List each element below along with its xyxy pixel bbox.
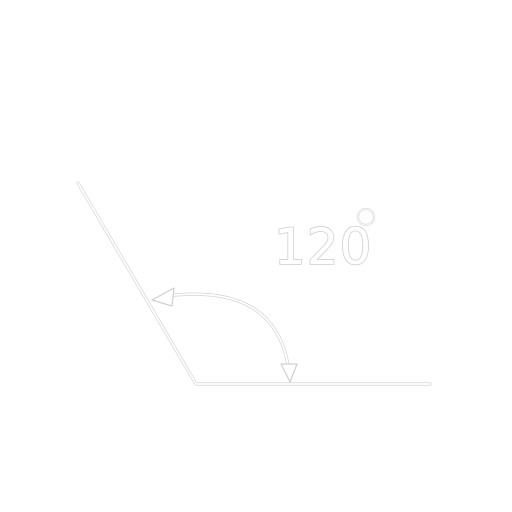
angle-rays-outline [76,181,432,386]
angle-rays [77,182,431,385]
arc-arrowhead-end [280,363,298,383]
slanted-ray [77,182,197,385]
angle-arc-group [164,292,291,374]
degree-symbol [356,207,376,227]
arc-arrowhead-start [151,287,175,307]
angle-value-label: 120 [274,218,372,276]
angle-arc [165,293,290,373]
